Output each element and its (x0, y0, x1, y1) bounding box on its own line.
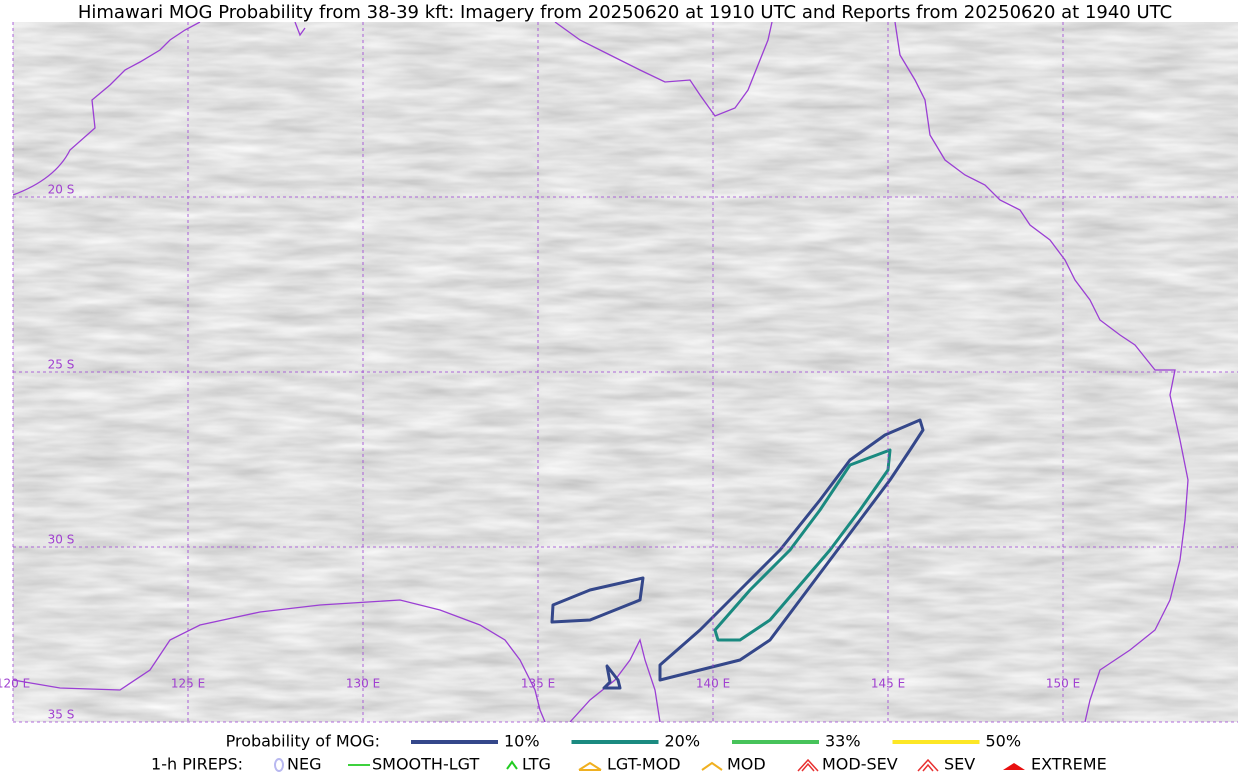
legend-label: NEG (287, 755, 321, 774)
legend-label: SEV (944, 755, 975, 774)
lon-label: 150 E (1046, 677, 1080, 691)
title: Himawari MOG Probability from 38-39 kft:… (78, 2, 1172, 23)
lon-label: 125 E (171, 677, 205, 691)
pirep-symbol (506, 760, 518, 770)
legend-title: Probability of MOG: (226, 732, 380, 751)
lat-label: 30 S (48, 533, 75, 547)
pirep-symbol (1003, 763, 1025, 770)
lon-label: 145 E (871, 677, 905, 691)
contour-10 (602, 664, 622, 690)
legend-label: LTG (522, 755, 551, 774)
legend-label: 33% (825, 732, 861, 751)
lat-label: 20 S (48, 183, 75, 197)
lon-label: 135 E (521, 677, 555, 691)
legend-label: MOD (727, 755, 766, 774)
lon-label: 130 E (346, 677, 380, 691)
legend-label: MOD-SEV (822, 755, 898, 774)
contour-20 (713, 448, 892, 642)
legend-label: SMOOTH-LGT (372, 755, 479, 774)
legend-label: LGT-MOD (607, 755, 681, 774)
lat-label: 35 S (48, 708, 75, 722)
contour-10 (550, 576, 645, 624)
legend-label: 50% (986, 732, 1022, 751)
legend: Probability of MOG: 10% 20% 33% 50% 1-h PIREP… (151, 732, 1107, 774)
lon-label: 120 E (0, 677, 30, 691)
coastline (13, 22, 1189, 722)
probability-contours (550, 418, 925, 690)
pirep-symbol (274, 758, 284, 772)
legend-label: EXTREME (1031, 755, 1107, 774)
pirep-symbol (578, 761, 602, 771)
legend-label: 20% (665, 732, 701, 751)
legend-label: 10% (504, 732, 540, 751)
lon-label: 140 E (696, 677, 730, 691)
legend-title: 1-h PIREPS: (151, 755, 243, 774)
contour-10 (658, 418, 925, 682)
graticule: 120 E 125 E 130 E 135 E 140 E 145 E 150 E 20 S 2… (0, 22, 1238, 723)
pirep-symbol (917, 758, 939, 772)
pirep-symbol (701, 761, 723, 771)
lat-label: 25 S (48, 358, 75, 372)
pirep-symbol (797, 758, 819, 772)
